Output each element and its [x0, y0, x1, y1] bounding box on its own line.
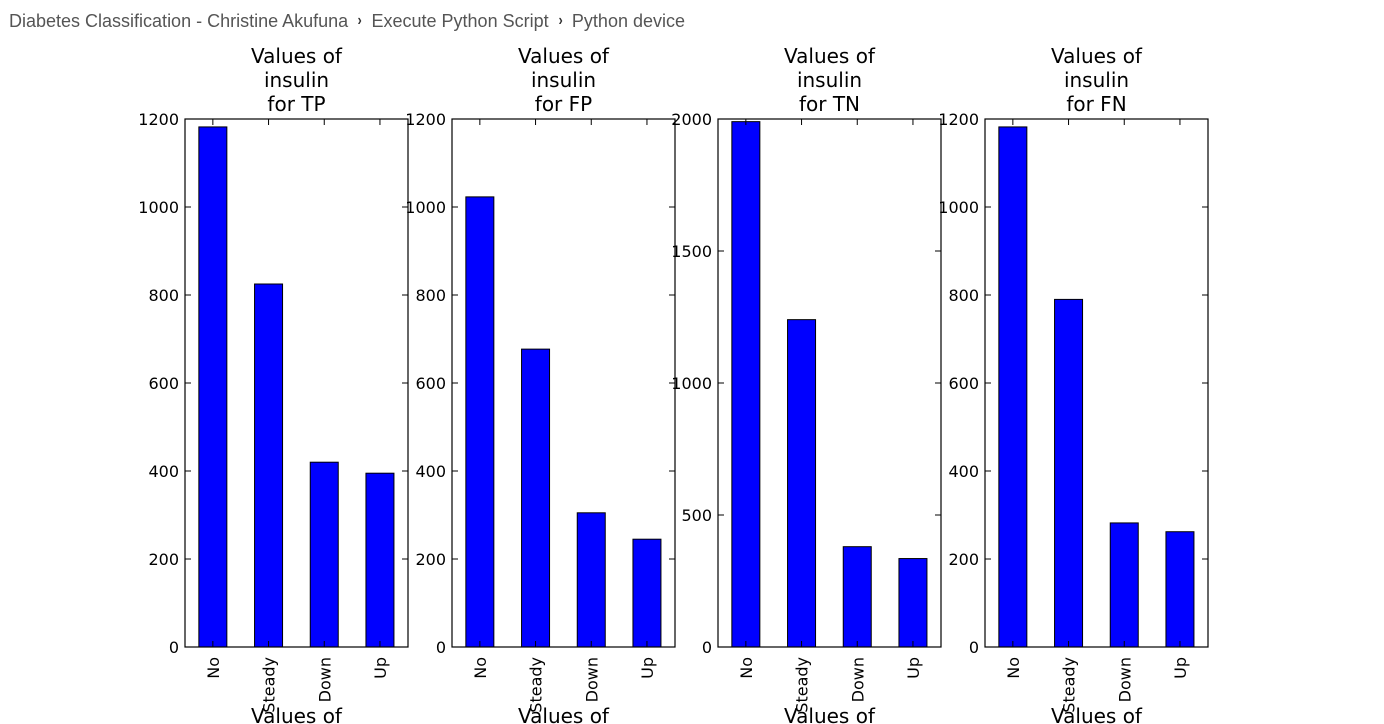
y-tick-label: 0 [969, 638, 979, 657]
x-tick-label: Steady [793, 657, 812, 713]
y-tick-label: 500 [681, 506, 712, 525]
next-row-title-cut: Values of [784, 704, 876, 724]
next-row-title-cut: Values of [1051, 704, 1143, 724]
chart-title-line: for TP [267, 92, 325, 116]
chart-title-line: Values of [784, 44, 876, 68]
chart-title-line: insulin [797, 68, 862, 92]
bar-steady [254, 283, 284, 648]
x-tick-label: No [204, 657, 223, 679]
y-tick-label: 800 [948, 286, 979, 305]
bar-steady [1054, 298, 1084, 648]
bar-up [1165, 531, 1195, 648]
bar-down [1109, 522, 1139, 648]
y-tick-label: 200 [948, 550, 979, 569]
y-tick-label: 1000 [671, 374, 712, 393]
chart-title-line: Values of [518, 44, 610, 68]
axes-frame [184, 118, 409, 648]
y-tick-label: 0 [169, 638, 179, 657]
breadcrumb-experiment[interactable]: Diabetes Classification - Christine Akuf… [9, 10, 349, 31]
next-row-title-cut: Values of [251, 704, 343, 724]
bar-up [365, 472, 395, 648]
x-tick-label: Steady [1060, 657, 1079, 713]
y-tick-label: 600 [148, 374, 179, 393]
breadcrumb: Diabetes Classification - Christine Akuf… [9, 9, 685, 33]
x-tick-label: Up [1171, 657, 1190, 679]
y-tick-label: 400 [948, 462, 979, 481]
y-tick-label: 2000 [671, 110, 712, 129]
chart-title-line: for FP [535, 92, 592, 116]
bar-down [842, 546, 872, 648]
y-tick-label: 600 [948, 374, 979, 393]
y-tick-label: 1200 [138, 110, 179, 129]
bar-down [576, 512, 606, 648]
bar-up [632, 538, 662, 648]
x-tick-label: No [471, 657, 490, 679]
bar-no [998, 126, 1028, 648]
chart-title-line: insulin [531, 68, 596, 92]
x-tick-label: Steady [260, 657, 279, 713]
y-tick-label: 1000 [138, 198, 179, 217]
chart-title-line: Values of [1051, 44, 1143, 68]
bar-no [198, 126, 228, 648]
next-row-title-cut: Values of [518, 704, 610, 724]
chevron-right-icon: › [558, 12, 563, 29]
y-tick-label: 0 [436, 638, 446, 657]
bar-down [309, 461, 339, 648]
y-tick-label: 1000 [405, 198, 446, 217]
bar-up [898, 558, 928, 648]
chart-title-line: insulin [264, 68, 329, 92]
x-tick-label: Down [582, 657, 601, 702]
x-tick-label: Down [315, 657, 334, 702]
y-tick-label: 1200 [405, 110, 446, 129]
axes-frame [984, 118, 1209, 648]
bar-no [731, 121, 761, 648]
bar-steady [521, 348, 551, 648]
y-tick-label: 400 [415, 462, 446, 481]
y-tick-label: 200 [415, 550, 446, 569]
y-tick-label: 800 [148, 286, 179, 305]
axes-frame [717, 118, 942, 648]
y-tick-label: 1500 [671, 242, 712, 261]
x-tick-label: No [737, 657, 756, 679]
x-tick-label: Steady [527, 657, 546, 713]
breadcrumb-module[interactable]: Execute Python Script [371, 10, 549, 31]
y-tick-label: 400 [148, 462, 179, 481]
axes-frame [451, 118, 676, 648]
x-tick-label: Up [904, 657, 923, 679]
breadcrumb-output: Python device [571, 10, 685, 31]
x-tick-label: Up [371, 657, 390, 679]
bar-no [465, 196, 495, 648]
chart-title-line: Values of [251, 44, 343, 68]
y-tick-label: 1200 [938, 110, 979, 129]
bar-steady [787, 319, 817, 648]
chart-title-line: for TN [799, 92, 860, 116]
chart-title-line: for FN [1066, 92, 1126, 116]
chevron-right-icon: › [357, 12, 362, 29]
chart-title-line: insulin [1064, 68, 1129, 92]
y-tick-label: 1000 [938, 198, 979, 217]
y-tick-label: 600 [415, 374, 446, 393]
x-tick-label: Down [848, 657, 867, 702]
x-tick-label: Up [638, 657, 657, 679]
y-tick-label: 0 [702, 638, 712, 657]
y-tick-label: 800 [415, 286, 446, 305]
x-tick-label: No [1004, 657, 1023, 679]
y-tick-label: 200 [148, 550, 179, 569]
x-tick-label: Down [1115, 657, 1134, 702]
